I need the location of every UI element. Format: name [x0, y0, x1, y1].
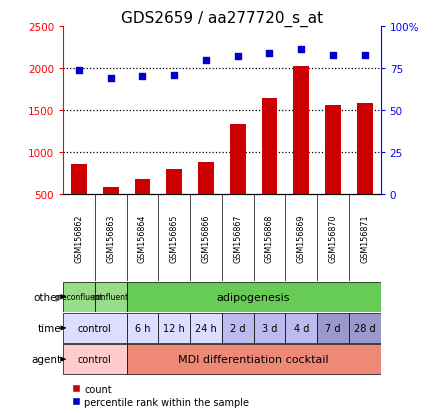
Text: GSM156865: GSM156865: [169, 214, 178, 262]
Text: 4 d: 4 d: [293, 323, 308, 333]
Bar: [356, 103, 372, 195]
Text: preconfluent: preconfluent: [54, 292, 103, 301]
Bar: [221, 313, 253, 343]
Text: GSM156868: GSM156868: [264, 214, 273, 262]
Bar: [253, 313, 285, 343]
Legend: count, percentile rank within the sample: count, percentile rank within the sample: [68, 380, 253, 411]
Bar: [166, 170, 182, 195]
Point: [297, 47, 304, 54]
Point: [266, 50, 273, 57]
Bar: [293, 67, 309, 195]
Text: other: other: [33, 292, 61, 302]
Bar: [197, 163, 214, 195]
Text: time: time: [38, 323, 61, 333]
Bar: [71, 165, 87, 195]
Point: [233, 54, 240, 60]
Text: GSM156864: GSM156864: [138, 214, 147, 262]
Bar: [316, 313, 348, 343]
Text: MDI differentiation cocktail: MDI differentiation cocktail: [178, 354, 328, 364]
Bar: [285, 313, 316, 343]
Text: GSM156862: GSM156862: [74, 214, 83, 262]
Bar: [63, 282, 95, 312]
Point: [360, 52, 367, 59]
Bar: [229, 124, 245, 195]
Bar: [134, 180, 150, 195]
Title: GDS2659 / aa277720_s_at: GDS2659 / aa277720_s_at: [121, 11, 322, 27]
Text: confluent: confluent: [92, 292, 128, 301]
Bar: [190, 313, 221, 343]
Point: [329, 52, 336, 59]
Point: [139, 74, 146, 81]
Text: GSM156867: GSM156867: [233, 214, 242, 262]
Text: agent: agent: [31, 354, 61, 364]
Text: control: control: [78, 354, 112, 364]
Bar: [348, 313, 380, 343]
Text: 7 d: 7 d: [325, 323, 340, 333]
Bar: [324, 106, 340, 195]
Text: GSM156870: GSM156870: [328, 214, 337, 262]
Bar: [95, 282, 126, 312]
Bar: [158, 313, 190, 343]
Text: 24 h: 24 h: [194, 323, 216, 333]
Point: [107, 76, 114, 82]
Bar: [261, 99, 277, 195]
Bar: [126, 313, 158, 343]
Text: 3 d: 3 d: [261, 323, 276, 333]
Text: 28 d: 28 d: [353, 323, 375, 333]
Text: GSM156869: GSM156869: [296, 214, 305, 262]
Text: GSM156866: GSM156866: [201, 214, 210, 262]
Text: 6 h: 6 h: [135, 323, 150, 333]
Point: [202, 57, 209, 64]
Text: 12 h: 12 h: [163, 323, 185, 333]
Point: [170, 72, 178, 79]
Point: [76, 67, 82, 74]
Text: GSM156871: GSM156871: [359, 214, 368, 262]
Bar: [102, 188, 118, 195]
Text: control: control: [78, 323, 112, 333]
Text: adipogenesis: adipogenesis: [217, 292, 289, 302]
Bar: [63, 313, 126, 343]
Text: GSM156863: GSM156863: [106, 214, 115, 262]
Bar: [126, 344, 380, 374]
Text: 2 d: 2 d: [230, 323, 245, 333]
Bar: [63, 344, 126, 374]
Bar: [126, 282, 380, 312]
